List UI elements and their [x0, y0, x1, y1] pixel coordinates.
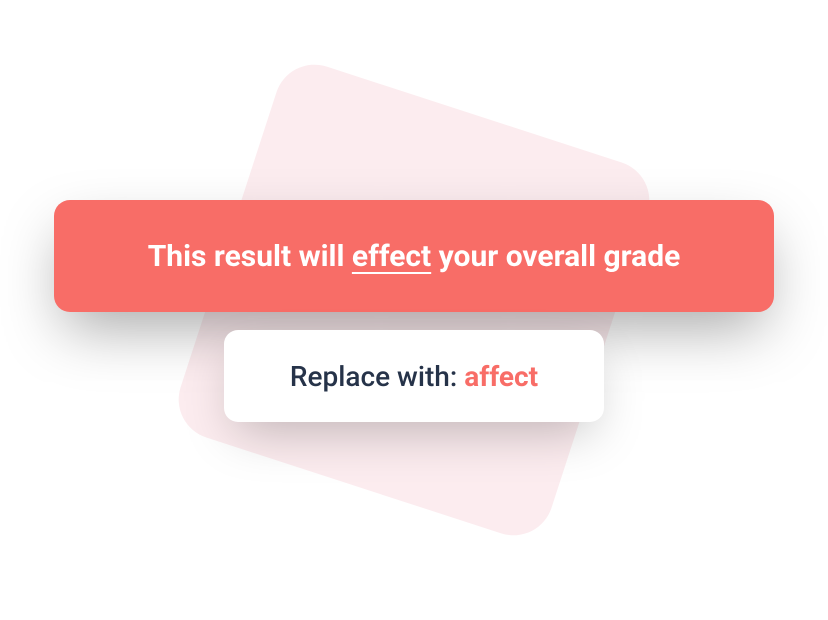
suggestion-word: affect: [464, 360, 538, 393]
error-sentence-box: This result will effect your overall gra…: [54, 200, 774, 312]
suggestion-box[interactable]: Replace with: affect: [224, 330, 604, 422]
suggestion-label: Replace with:: [290, 360, 464, 393]
error-mistake-word: effect: [352, 239, 431, 274]
error-text-before: This result will: [148, 239, 352, 274]
error-sentence: This result will effect your overall gra…: [148, 239, 681, 274]
error-text-after: your overall grade: [431, 239, 680, 274]
stage: This result will effect your overall gra…: [0, 0, 828, 620]
suggestion-text: Replace with: affect: [290, 360, 538, 393]
